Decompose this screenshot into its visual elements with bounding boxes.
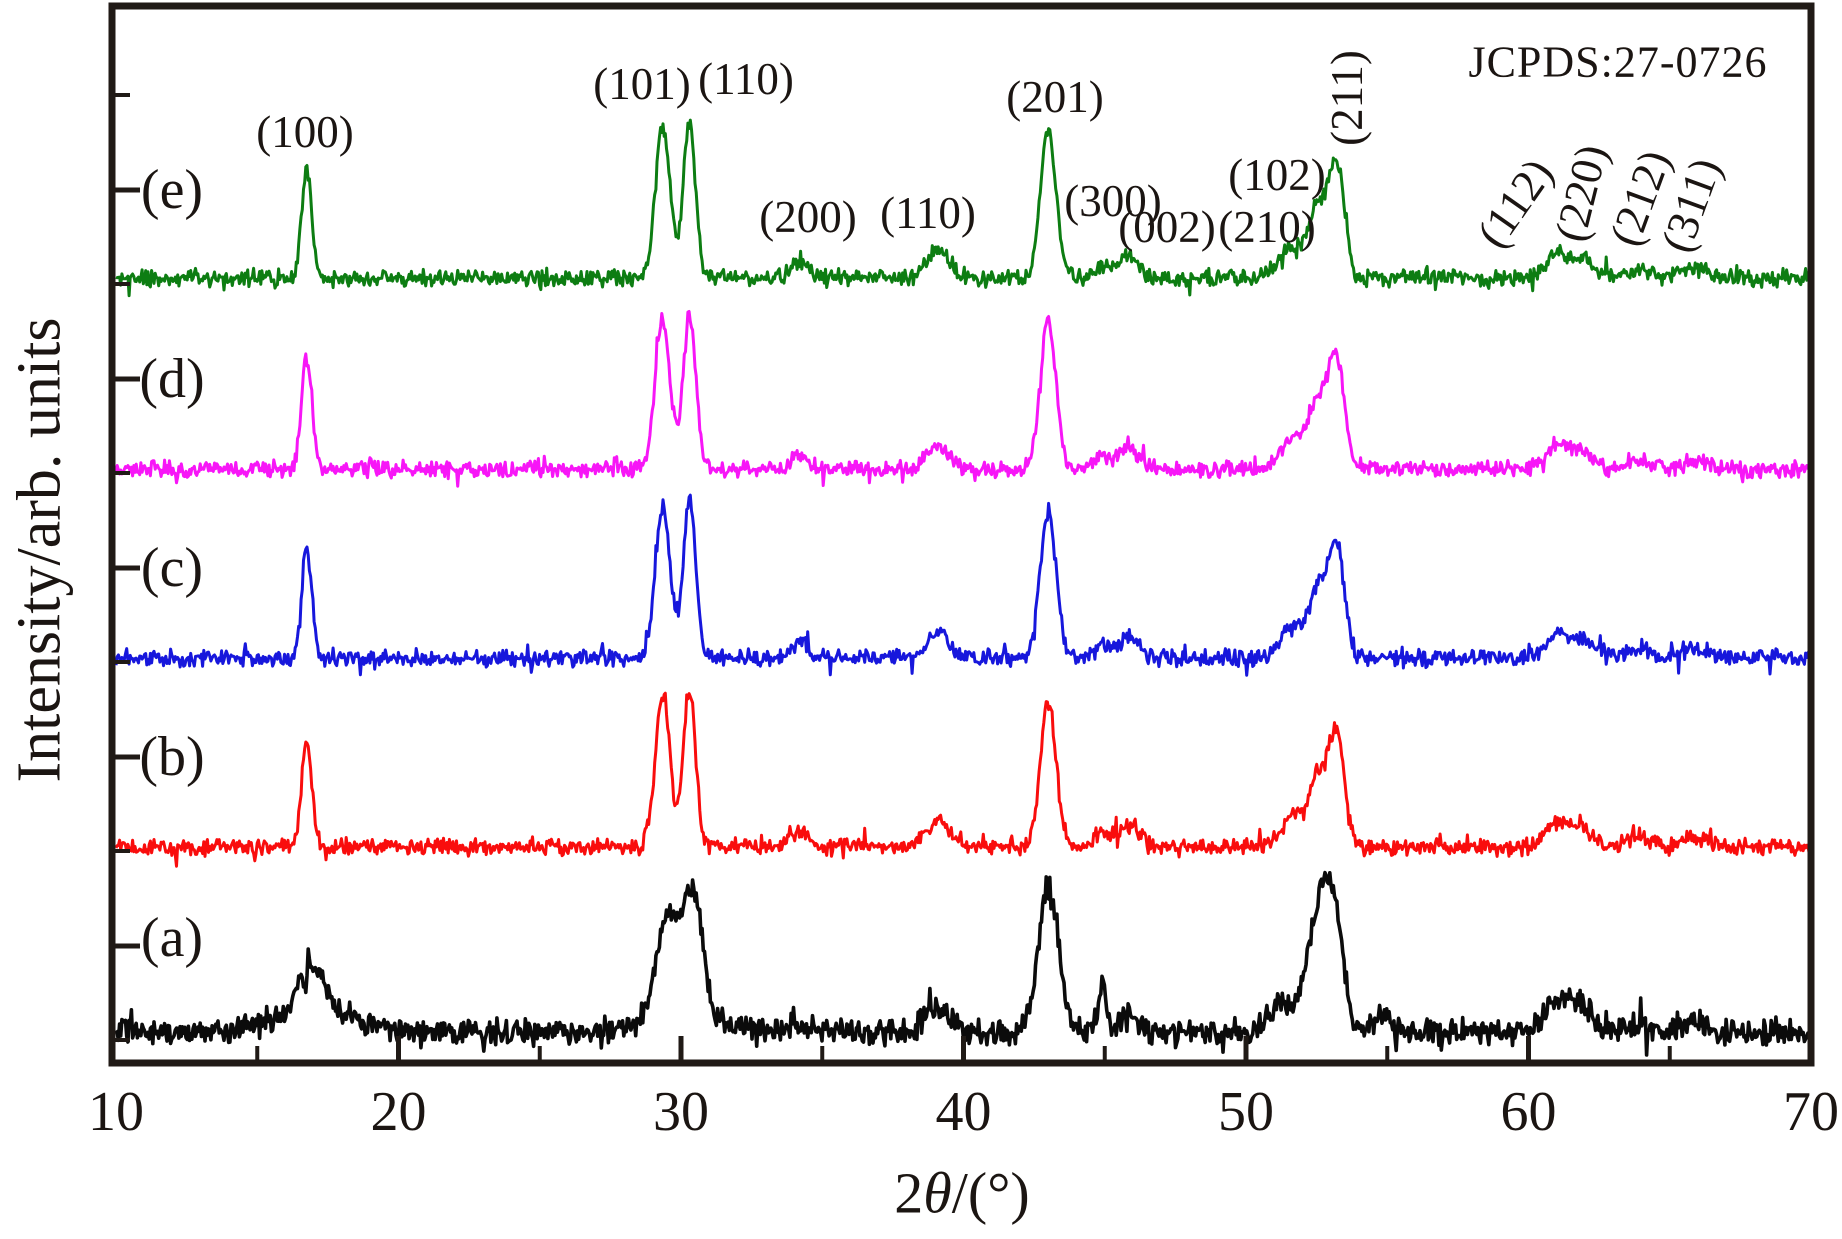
series-label-a: (a) — [140, 907, 204, 969]
x-tick-label-70: 70 — [1783, 1081, 1839, 1143]
peak-label-100-0: (100) — [256, 107, 354, 157]
x-tick-label-40: 40 — [935, 1081, 992, 1143]
peak-label-210-8: (210) — [1218, 202, 1316, 252]
peak-label-300-6: (300) — [1064, 176, 1162, 226]
x-tick-label-60: 60 — [1500, 1081, 1557, 1143]
x-tick-label-50: 50 — [1218, 1081, 1274, 1143]
peak-label-110-4: (110) — [880, 188, 976, 238]
x-axis-title: 2θ/(°) — [894, 1160, 1029, 1227]
peak-label-101-1: (101) — [593, 59, 691, 109]
plot-border — [108, 2, 1815, 1067]
x-tick-label-10: 10 — [88, 1081, 144, 1143]
series-label-b: (b) — [139, 726, 205, 788]
peak-label-201-5: (201) — [1006, 72, 1104, 122]
x-axis-title-suffix: /(°) — [951, 1160, 1030, 1226]
peak-label-002-7: (002) — [1118, 202, 1216, 252]
peak-label-211-10: (211) — [1322, 50, 1372, 146]
peak-label-102-9: (102) — [1228, 150, 1326, 200]
x-axis-title-prefix: 2 — [894, 1160, 924, 1226]
series-label-e: (e) — [140, 159, 204, 221]
x-axis-title-theta: θ — [923, 1160, 952, 1226]
xrd-trace-e — [115, 118, 1812, 298]
xrd-trace-c — [114, 493, 1811, 677]
peak-label-200-3: (200) — [759, 192, 857, 242]
xrd-trace-b — [114, 691, 1812, 868]
xrd-trace-a — [114, 870, 1812, 1057]
series-label-d: (d) — [139, 348, 205, 410]
x-tick-label-20: 20 — [370, 1081, 427, 1143]
peak-label-110-2: (110) — [698, 54, 794, 104]
xrd-trace-d — [114, 310, 1812, 488]
jcpds-note: JCPDS:27-0726 — [1468, 37, 1768, 87]
y-axis-title: Intensity/arb. units — [5, 317, 74, 783]
series-label-c: (c) — [140, 537, 204, 599]
x-tick-label-30: 30 — [653, 1081, 709, 1143]
